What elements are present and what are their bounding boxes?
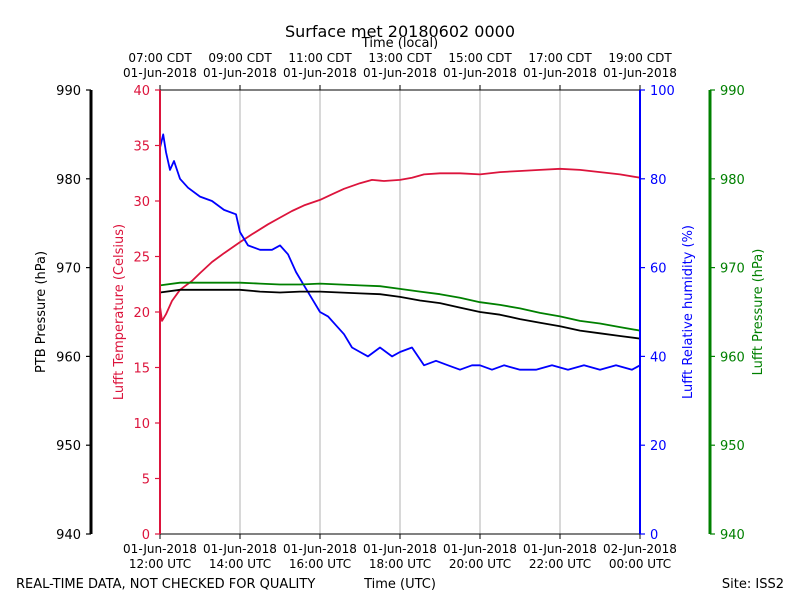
top-tick-label-time: 19:00 CDT [608,51,672,65]
humidity-tick-label: 40 [650,350,667,365]
lufft-pressure-axis-label: Lufft Pressure (hPa) [751,249,766,376]
humidity-tick-label: 60 [650,262,667,277]
bottom-tick-label-date: 01-Jun-2018 [443,542,517,556]
bottom-tick-label-date: 01-Jun-2018 [203,542,277,556]
temperature-tick-label: 5 [142,473,150,488]
humidity-axis-label: Lufft Relative humidity (%) [681,225,696,399]
bottom-tick-label-time: 12:00 UTC [129,557,191,571]
ptb-pressure-tick-label: 960 [56,350,81,365]
bottom-tick-label-time: 16:00 UTC [289,557,351,571]
bottom-tick-label-time: 14:00 UTC [209,557,271,571]
lufft-pressure-tick-label: 980 [720,173,745,188]
bottom-axis-label: Time (UTC) [363,577,436,592]
bottom-tick-label-time: 20:00 UTC [449,557,511,571]
top-tick-label-time: 07:00 CDT [128,51,192,65]
humidity-tick-label: 0 [650,528,658,543]
bottom-tick-label-time: 22:00 UTC [529,557,591,571]
temperature-tick-label: 0 [142,528,150,543]
top-tick-label-time: 09:00 CDT [208,51,272,65]
lufft-pressure-tick-label: 990 [720,84,745,99]
ptb-pressure-line [159,288,641,340]
top-tick-label-time: 15:00 CDT [448,51,512,65]
bottom-tick-label-date: 02-Jun-2018 [603,542,677,556]
ptb-pressure-tick-label: 950 [56,439,81,454]
lufft-pressure-tick-label: 940 [720,528,745,543]
lufft-pressure-tick-label: 950 [720,439,745,454]
humidity-tick-label: 100 [650,84,675,99]
top-tick-label-date: 01-Jun-2018 [603,66,677,80]
ptb-pressure-axis-label: PTB Pressure (hPa) [34,251,49,373]
lufft-pressure-tick-label: 970 [720,262,745,277]
temperature-tick-label: 20 [133,306,150,321]
lufft-pressure-line [159,281,641,332]
temperature-tick-label: 40 [133,84,150,99]
ptb-pressure-tick-label: 940 [56,528,81,543]
footer-quality-note: REAL-TIME DATA, NOT CHECKED FOR QUALITY [16,577,315,592]
ptb-pressure-tick-label: 980 [56,173,81,188]
bottom-tick-label-date: 01-Jun-2018 [123,542,197,556]
top-tick-label-date: 01-Jun-2018 [443,66,517,80]
bottom-tick-label-date: 01-Jun-2018 [523,542,597,556]
lufft-relative-humidity-line [159,133,641,371]
humidity-tick-label: 80 [650,173,667,188]
top-tick-label-date: 01-Jun-2018 [523,66,597,80]
bottom-tick-label-time: 00:00 UTC [609,557,671,571]
humidity-tick-label: 20 [650,439,667,454]
temperature-tick-label: 10 [133,417,150,432]
temperature-tick-label: 30 [133,195,150,210]
top-tick-label-time: 13:00 CDT [368,51,432,65]
ptb-pressure-tick-label: 970 [56,262,81,277]
top-tick-label-date: 01-Jun-2018 [363,66,437,80]
bottom-tick-label-date: 01-Jun-2018 [363,542,437,556]
top-axis-label: Time (local) [361,36,438,51]
top-tick-label-date: 01-Jun-2018 [203,66,277,80]
plot-lines [159,133,641,371]
top-tick-label-time: 17:00 CDT [528,51,592,65]
grid [239,90,561,534]
bottom-tick-label-date: 01-Jun-2018 [283,542,357,556]
temperature-tick-label: 25 [133,251,150,266]
top-tick-label-date: 01-Jun-2018 [283,66,357,80]
footer-site: Site: ISS2 [722,577,784,592]
lufft-temperature-line [159,167,641,322]
top-tick-label-time: 11:00 CDT [288,51,352,65]
temperature-tick-label: 15 [133,362,150,377]
ptb-pressure-tick-label: 990 [56,84,81,99]
temperature-tick-label: 35 [133,140,150,155]
bottom-tick-label-time: 18:00 UTC [369,557,431,571]
lufft-pressure-tick-label: 960 [720,350,745,365]
chart-title: Surface met 20180602 0000 [285,22,515,41]
temperature-axis-label: Lufft Temperature (Celsius) [112,224,127,400]
top-tick-label-date: 01-Jun-2018 [123,66,197,80]
